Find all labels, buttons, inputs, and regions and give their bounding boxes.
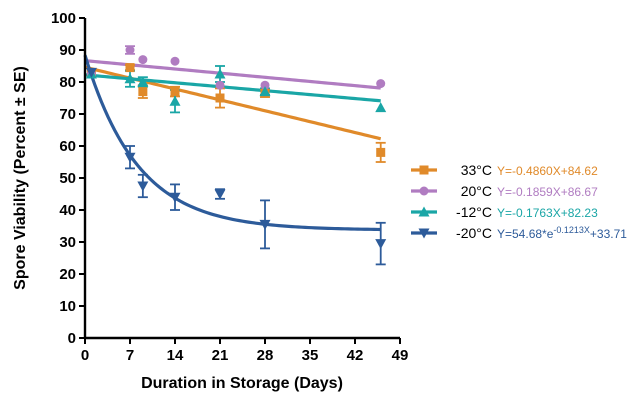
y-tick-label: 0 — [68, 330, 76, 347]
circle-marker — [260, 80, 270, 90]
triangle-up-marker — [259, 86, 271, 97]
x-tick-label: 49 — [392, 347, 409, 364]
triangle-down-marker — [85, 67, 97, 78]
circle-marker — [125, 45, 135, 55]
y-tick-label: 100 — [51, 10, 76, 27]
fit-line-series-3 — [83, 54, 381, 232]
legend-square-marker — [419, 165, 429, 175]
triangle-up-marker — [137, 76, 149, 87]
square-marker — [376, 147, 386, 157]
legend-equation: Y=-0.1763X+82.23 — [497, 206, 598, 220]
error-bars — [125, 45, 386, 266]
legend-label: 33°C — [461, 162, 492, 178]
triangle-down-marker — [124, 152, 136, 163]
x-tick-label: 14 — [167, 347, 184, 364]
legend-triangle-up-marker — [418, 206, 430, 217]
square-marker — [138, 87, 148, 97]
triangle-down-marker — [259, 219, 271, 230]
square-marker — [170, 87, 180, 97]
legend-circle-marker — [419, 186, 429, 196]
x-tick-label: 21 — [212, 347, 229, 364]
y-tick-label: 90 — [59, 42, 76, 59]
legend-triangle-down-marker — [418, 228, 430, 239]
triangle-down-marker — [214, 189, 226, 200]
circle-marker — [376, 79, 386, 89]
x-tick-label: 35 — [302, 347, 319, 364]
circle-marker — [215, 80, 225, 90]
y-tick-label: 30 — [59, 234, 76, 251]
legend-label: -20°C — [456, 225, 492, 241]
triangle-down-marker — [375, 239, 387, 250]
y-tick-label: 80 — [59, 74, 76, 91]
triangle-up-marker — [124, 73, 136, 84]
y-axis-title: Spore Viability (Percent ± SE) — [12, 66, 29, 290]
square-marker — [215, 93, 225, 103]
y-tick-label: 50 — [59, 170, 76, 187]
y-tick-label: 20 — [59, 266, 76, 283]
triangle-up-marker — [169, 95, 181, 106]
y-tick-label: 40 — [59, 202, 76, 219]
y-tick-label: 10 — [59, 298, 76, 315]
data-markers — [85, 45, 387, 250]
legend-label: -12°C — [456, 204, 492, 220]
x-tick-label: 42 — [347, 347, 364, 364]
y-tick-label: 60 — [59, 138, 76, 155]
x-tick-label: 7 — [126, 347, 134, 364]
x-tick-label: 0 — [81, 347, 89, 364]
tick-labels: 0 10 20 30 40 50 60 70 80 90 100 0 7 14 21 28 35 42 49 — [51, 10, 408, 364]
y-tick-label: 70 — [59, 106, 76, 123]
square-marker — [125, 63, 135, 73]
x-axis-title: Duration in Storage (Days) — [141, 375, 343, 392]
circle-marker — [170, 56, 180, 66]
triangle-up-marker — [214, 68, 226, 79]
triangle-up-marker — [375, 102, 387, 113]
x-tick-label: 28 — [257, 347, 274, 364]
legend: 33°C Y=-0.4860X+84.62 20°C Y=-0.1859X+86.67… — [411, 162, 627, 241]
triangle-down-marker — [169, 192, 181, 203]
legend-equation: Y=54.68*e-0.1213X+33.71 — [497, 225, 627, 241]
legend-label: 20°C — [461, 183, 492, 199]
triangle-down-marker — [137, 181, 149, 192]
legend-equation: Y=-0.4860X+84.62 — [497, 164, 598, 178]
fit-line-series-2 — [84, 73, 381, 103]
legend-equation: Y=-0.1859X+86.67 — [497, 185, 598, 199]
circle-marker — [138, 55, 148, 65]
